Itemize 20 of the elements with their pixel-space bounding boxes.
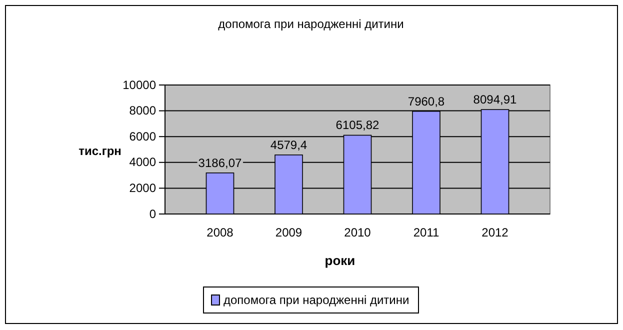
data-label: 8094,91 [473, 92, 518, 107]
legend-label: допомога при народженні дитини [224, 293, 410, 307]
y-tick-label: 0 [149, 206, 156, 221]
y-tick-label: 10000 [122, 78, 156, 92]
data-label: 7960,8 [408, 94, 445, 108]
x-axis-title: роки [324, 253, 356, 268]
data-label: 3186,07 [198, 156, 242, 170]
y-tick-label: 6000 [129, 129, 156, 144]
y-axis-title: тис.грн [78, 144, 122, 158]
data-label: 6105,82 [336, 118, 380, 132]
y-tick-label: 8000 [129, 104, 156, 118]
data-label: 4579,4 [270, 138, 308, 152]
x-tick-label: 2008 [206, 226, 234, 240]
x-tick-label: 2012 [482, 226, 509, 240]
x-tick-label: 2009 [275, 226, 302, 240]
x-tick-label: 2010 [344, 226, 372, 240]
y-tick-label: 4000 [129, 155, 156, 170]
chart-title: допомога при народженні дитини [218, 17, 404, 31]
x-tick-label: 2011 [413, 226, 440, 240]
y-tick-label: 2000 [129, 181, 156, 196]
